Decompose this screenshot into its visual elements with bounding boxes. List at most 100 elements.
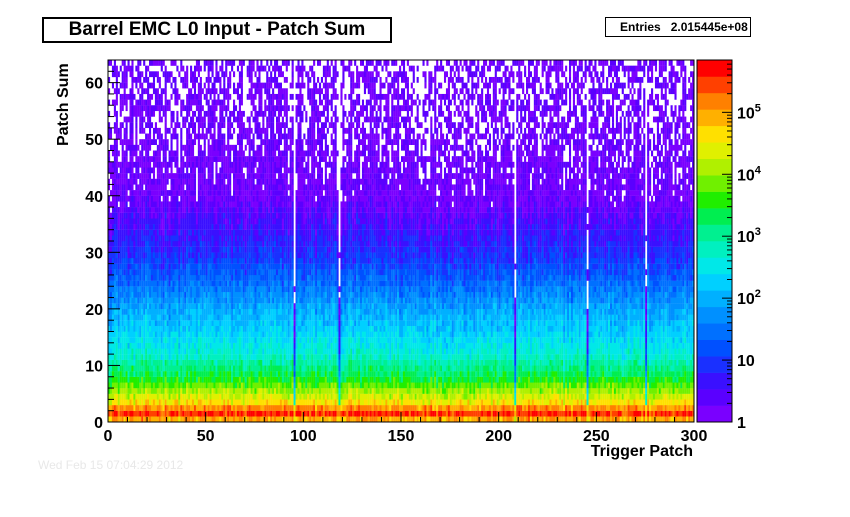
heatmap-cell: [184, 195, 187, 202]
heatmap-cell: [127, 65, 130, 72]
heatmap-cell: [250, 314, 253, 321]
heatmap-cell: [256, 365, 259, 372]
heatmap-cell: [199, 173, 202, 179]
heatmap-cell: [199, 342, 202, 349]
heatmap-cell: [125, 71, 128, 78]
heatmap-cell: [137, 320, 140, 326]
heatmap-cell: [125, 150, 128, 157]
heatmap-cell: [201, 416, 204, 423]
heatmap-cell: [233, 252, 236, 259]
heatmap-cell: [162, 359, 165, 366]
heatmap-cell: [262, 161, 265, 168]
heatmap-cell: [268, 291, 271, 298]
heatmap-cell: [135, 337, 138, 343]
heatmap-cell: [109, 252, 113, 259]
heatmap-cell: [234, 314, 238, 321]
heatmap-cell: [197, 65, 200, 72]
heatmap-cell: [115, 127, 118, 134]
heatmap-cell: [137, 359, 140, 366]
heatmap-cell: [238, 178, 241, 185]
heatmap-cell: [178, 354, 181, 360]
heatmap-cell: [115, 280, 118, 287]
heatmap-cell: [180, 150, 183, 157]
heatmap-cell: [139, 60, 142, 66]
heatmap-cell: [193, 93, 197, 100]
heatmap-cell: [111, 150, 115, 157]
heatmap-cell: [147, 348, 150, 355]
heatmap-cell: [125, 99, 128, 106]
heatmap-cell: [246, 399, 249, 406]
heatmap-cell: [242, 382, 245, 389]
heatmap-cell: [188, 190, 191, 196]
heatmap-cell: [256, 110, 259, 117]
heatmap-cell: [246, 388, 249, 394]
heatmap-cell: [129, 252, 132, 259]
heatmap-cell: [275, 291, 279, 298]
heatmap-cell: [145, 291, 148, 298]
heatmap-cell: [145, 388, 148, 394]
heatmap-cell: [147, 269, 150, 276]
heatmap-cell: [209, 376, 212, 383]
heatmap-cell: [141, 354, 144, 360]
heatmap-cell: [264, 388, 267, 394]
heatmap-cell: [236, 178, 240, 185]
heatmap-cell: [258, 314, 261, 321]
heatmap-cell: [125, 263, 128, 270]
heatmap-cell: [199, 116, 202, 123]
heatmap-cell: [137, 308, 140, 315]
heatmap-cell: [125, 235, 128, 242]
heatmap-cell: [201, 410, 204, 417]
heatmap-cell: [250, 416, 253, 423]
heatmap-cell: [227, 320, 230, 326]
heatmap-cell: [246, 65, 249, 72]
heatmap-cell: [195, 388, 198, 394]
heatmap-cell: [172, 308, 175, 315]
heatmap-cell: [199, 246, 202, 253]
heatmap-cell: [199, 156, 202, 162]
heatmap-cell: [242, 156, 245, 162]
heatmap-cell: [152, 354, 156, 360]
heatmap-cell: [274, 110, 277, 117]
heatmap-cell: [219, 144, 222, 151]
heatmap-cell: [186, 410, 189, 417]
heatmap-cell: [170, 382, 173, 389]
heatmap-cell: [193, 354, 197, 360]
heatmap-cell: [131, 399, 134, 406]
heatmap-cell: [186, 371, 189, 377]
heatmap-cell: [244, 291, 247, 298]
heatmap-cell: [266, 150, 269, 157]
heatmap-cell: [211, 235, 214, 242]
heatmap-cell: [190, 144, 193, 151]
heatmap-cell: [127, 342, 130, 349]
heatmap-cell: [131, 331, 134, 338]
heatmap-cell: [152, 246, 156, 253]
heatmap-cell: [125, 133, 128, 140]
heatmap-cell: [147, 93, 150, 100]
heatmap-cell: [213, 184, 216, 191]
heatmap-cell: [246, 291, 249, 298]
heatmap-cell: [270, 314, 273, 321]
heatmap-cell: [191, 82, 195, 89]
heatmap-cell: [164, 342, 167, 349]
heatmap-cell: [274, 337, 277, 343]
heatmap-cell: [252, 82, 255, 89]
heatmap-cell: [125, 139, 128, 145]
heatmap-cell: [213, 303, 216, 310]
heatmap-cell: [145, 354, 148, 360]
heatmap-cell: [172, 229, 175, 236]
heatmap-cell: [125, 365, 128, 372]
heatmap-cell: [156, 184, 159, 191]
heatmap-cell: [115, 314, 118, 321]
heatmap-cell: [191, 257, 195, 264]
heatmap-cell: [164, 218, 167, 225]
heatmap-cell: [172, 195, 175, 202]
heatmap-cell: [221, 178, 224, 185]
heatmap-cell: [174, 416, 177, 423]
heatmap-cell: [240, 416, 243, 423]
heatmap-cell: [184, 359, 187, 366]
heatmap-cell: [123, 178, 126, 185]
heatmap-cell: [170, 229, 173, 236]
heatmap-cell: [121, 195, 124, 202]
heatmap-cell: [135, 405, 138, 411]
heatmap-cell: [121, 241, 124, 247]
